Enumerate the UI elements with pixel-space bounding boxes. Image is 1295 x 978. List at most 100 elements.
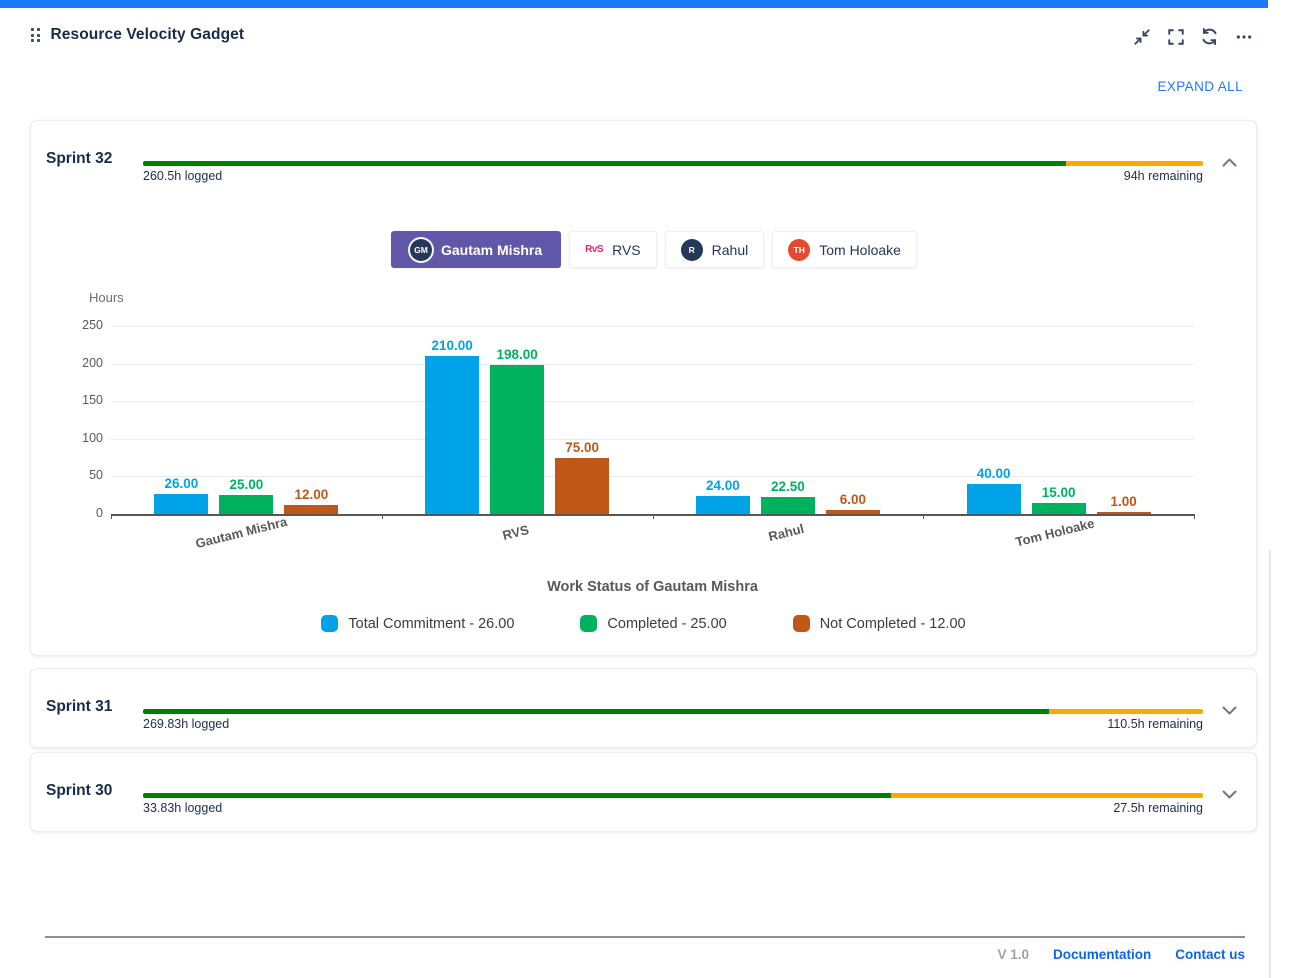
bar-value-label: 198.00 xyxy=(496,347,538,363)
logged-hours-label: 33.83h logged xyxy=(143,801,223,815)
bar-trio: 24.00 22.50 6.00 xyxy=(653,326,924,514)
sprint-name: Sprint 30 xyxy=(46,782,113,799)
sprint-32-header[interactable]: Sprint 32 260.5h logged 94h remaining xyxy=(31,121,1256,201)
bar-value-label: 12.00 xyxy=(294,486,329,502)
bar-value-label: 15.00 xyxy=(1041,484,1076,500)
gadget-toolbar xyxy=(1132,27,1253,46)
axis-tick xyxy=(381,514,383,519)
progress-fill xyxy=(143,161,1067,166)
bar-not-completed[interactable] xyxy=(825,509,880,514)
logged-hours-label: 269.83h logged xyxy=(143,717,230,731)
refresh-icon[interactable] xyxy=(1200,27,1219,46)
gadget-header: Resource Velocity Gadget xyxy=(31,26,244,44)
bar-column: 210.00 xyxy=(425,338,480,514)
collapse-icon[interactable] xyxy=(1132,27,1151,46)
bar-completed[interactable] xyxy=(219,495,274,514)
sprint-progress: 260.5h logged 94h remaining xyxy=(143,161,1203,183)
y-axis-tick-label: 100 xyxy=(82,430,103,445)
rvs-logo-icon: RvS xyxy=(585,244,604,255)
bar-column: 6.00 xyxy=(825,492,880,514)
legend-swatch xyxy=(580,615,598,632)
bar-trio: 26.00 25.00 12.00 xyxy=(111,326,382,514)
bar-trio: 210.00 198.00 75.00 xyxy=(382,326,653,514)
sprint-31-header[interactable]: Sprint 31 269.83h logged 110.5h remainin… xyxy=(31,669,1256,749)
axis-tick xyxy=(111,514,112,519)
bar-group-tom-holoake: 40.00 15.00 1.00 Tom Holoake xyxy=(923,326,1194,550)
bar-total-commitment[interactable] xyxy=(966,483,1021,514)
remaining-hours-label: 94h remaining xyxy=(1123,169,1203,183)
y-axis-tick-label: 0 xyxy=(96,506,103,520)
person-tab-rvs[interactable]: RvS RVS xyxy=(569,231,657,268)
remaining-hours-label: 110.5h remaining xyxy=(1107,717,1203,731)
sprint-card-30: Sprint 30 33.83h logged 27.5h remaining xyxy=(30,752,1257,832)
bar-completed[interactable] xyxy=(490,365,545,514)
bar-not-completed[interactable] xyxy=(555,457,610,514)
gadget-title: Resource Velocity Gadget xyxy=(50,26,245,43)
x-axis-category-label: RVS xyxy=(501,522,531,543)
progress-fill xyxy=(143,793,892,798)
bar-column: 24.00 xyxy=(695,477,750,514)
bar-total-commitment[interactable] xyxy=(154,494,209,514)
person-tab-gautam-mishra[interactable]: GM Gautam Mishra xyxy=(391,231,562,268)
expand-all-link[interactable]: EXPAND ALL xyxy=(1157,79,1243,94)
more-options-icon[interactable] xyxy=(1234,27,1253,46)
bar-completed[interactable] xyxy=(1031,502,1086,514)
gridline xyxy=(111,401,1194,403)
bar-group-rvs: 210.00 198.00 75.00 RVS xyxy=(382,326,653,543)
legend-label: Not Completed - 12.00 xyxy=(819,615,966,632)
gridline xyxy=(111,476,1194,478)
gridline xyxy=(111,326,1194,327)
x-axis-category-label: Gautam Mishra xyxy=(194,513,290,552)
sprint-progress: 269.83h logged 110.5h remaining xyxy=(143,709,1203,731)
chart-legend: Total Commitment - 26.00 Completed - 25.0… xyxy=(31,615,1256,632)
avatar: TH xyxy=(788,238,811,261)
person-tab-label: Rahul xyxy=(711,241,749,258)
sprint-card-31: Sprint 31 269.83h logged 110.5h remainin… xyxy=(30,668,1257,748)
person-tab-label: RVS xyxy=(612,241,641,258)
bar-column: 12.00 xyxy=(284,486,339,514)
chevron-down-icon[interactable] xyxy=(1218,699,1240,721)
bar-column: 15.00 xyxy=(1031,484,1086,514)
chevron-up-icon[interactable] xyxy=(1218,151,1240,173)
bar-column: 198.00 xyxy=(490,347,545,514)
bar-not-completed[interactable] xyxy=(1096,512,1151,514)
bar-value-label: 26.00 xyxy=(164,476,199,492)
sprint-30-header[interactable]: Sprint 30 33.83h logged 27.5h remaining xyxy=(31,753,1256,833)
bar-total-commitment[interactable] xyxy=(425,356,480,514)
scrollbar-track[interactable] xyxy=(1269,550,1271,978)
sprint-progress: 33.83h logged 27.5h remaining xyxy=(143,793,1203,815)
bar-value-label: 210.00 xyxy=(431,338,473,354)
axis-tick xyxy=(1194,514,1195,519)
legend-swatch xyxy=(321,615,339,632)
y-axis-tick-label: 250 xyxy=(82,318,103,332)
chevron-down-icon[interactable] xyxy=(1218,783,1240,805)
bar-not-completed[interactable] xyxy=(284,504,339,514)
bar-group-gautam-mishra: 26.00 25.00 12.00 Gautam Mishra xyxy=(111,326,382,551)
person-tab-tom-holoake[interactable]: TH Tom Holoake xyxy=(772,231,917,268)
y-axis-tick-label: 150 xyxy=(82,393,103,408)
bar-value-label: 75.00 xyxy=(565,439,600,455)
chart-plot: 0 50 100 150 200 250 26.00 25.00 12.00 Gautam Mis… xyxy=(82,318,1195,551)
person-tab-label: Tom Holoake xyxy=(819,241,901,258)
chart-title: Work Status of Gautam Mishra xyxy=(547,579,758,595)
drag-handle-icon[interactable] xyxy=(31,28,40,42)
avatar: GM xyxy=(410,238,432,261)
person-tab-rahul[interactable]: R Rahul xyxy=(664,231,765,268)
contact-us-link[interactable]: Contact us xyxy=(1175,947,1245,962)
gridline xyxy=(111,438,1194,440)
bar-value-label: 24.00 xyxy=(705,477,740,493)
bar-value-label: 40.00 xyxy=(976,465,1011,481)
bar-column: 1.00 xyxy=(1096,494,1151,514)
documentation-link[interactable]: Documentation xyxy=(1052,947,1152,962)
x-axis-category-label: Tom Holoake xyxy=(1013,515,1096,550)
legend-item-not-completed[interactable]: Not Completed - 12.00 xyxy=(792,615,966,632)
legend-item-completed[interactable]: Completed - 25.00 xyxy=(580,615,727,632)
y-axis-tick-label: 200 xyxy=(82,355,103,370)
fullscreen-icon[interactable] xyxy=(1166,27,1185,46)
bar-column: 22.50 xyxy=(760,479,815,514)
bar-completed[interactable] xyxy=(760,497,815,514)
bar-total-commitment[interactable] xyxy=(695,495,750,514)
legend-item-total-commitment[interactable]: Total Commitment - 26.00 xyxy=(321,615,514,632)
sprint-name: Sprint 32 xyxy=(46,150,113,167)
